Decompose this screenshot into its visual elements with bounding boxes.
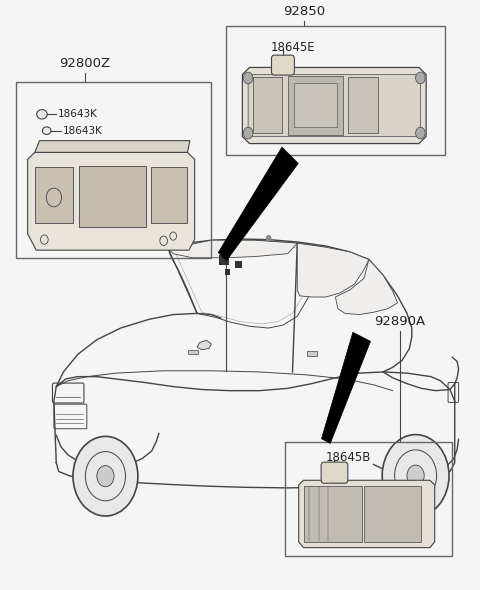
Bar	[294, 83, 337, 127]
Circle shape	[416, 72, 425, 84]
Polygon shape	[28, 152, 195, 250]
Circle shape	[266, 235, 272, 242]
Bar	[225, 270, 230, 276]
Polygon shape	[336, 260, 397, 314]
Circle shape	[243, 72, 253, 84]
Bar	[288, 76, 343, 135]
Circle shape	[243, 127, 253, 139]
Circle shape	[97, 466, 114, 487]
Text: 18643K: 18643K	[58, 109, 97, 119]
Polygon shape	[299, 480, 435, 548]
Ellipse shape	[36, 110, 47, 119]
Bar	[348, 77, 378, 133]
Text: 92800Z: 92800Z	[60, 57, 110, 70]
Circle shape	[407, 465, 424, 486]
Bar	[218, 255, 229, 266]
Text: 18645E: 18645E	[271, 41, 316, 54]
Bar	[188, 350, 198, 355]
Circle shape	[73, 437, 138, 516]
Polygon shape	[248, 74, 420, 136]
Bar	[307, 352, 317, 356]
Polygon shape	[168, 240, 297, 258]
Circle shape	[416, 127, 425, 139]
Bar	[304, 486, 361, 542]
Bar	[79, 166, 146, 228]
Bar	[364, 486, 421, 542]
Text: 92890A: 92890A	[374, 315, 425, 328]
Bar	[253, 77, 282, 133]
Bar	[226, 27, 445, 155]
Polygon shape	[322, 332, 371, 443]
FancyBboxPatch shape	[272, 55, 294, 75]
Text: 92850: 92850	[283, 5, 325, 18]
Polygon shape	[297, 243, 369, 297]
Text: 18645B: 18645B	[326, 451, 371, 464]
Polygon shape	[35, 140, 190, 152]
Polygon shape	[218, 147, 298, 261]
Polygon shape	[242, 67, 426, 143]
Bar	[235, 261, 242, 268]
Bar	[285, 442, 452, 556]
Bar	[35, 166, 73, 223]
Ellipse shape	[42, 127, 51, 135]
Bar	[16, 82, 211, 258]
Bar	[151, 166, 187, 223]
Polygon shape	[197, 340, 211, 350]
Circle shape	[382, 435, 449, 517]
Text: 18643K: 18643K	[62, 126, 102, 136]
FancyBboxPatch shape	[321, 462, 348, 483]
